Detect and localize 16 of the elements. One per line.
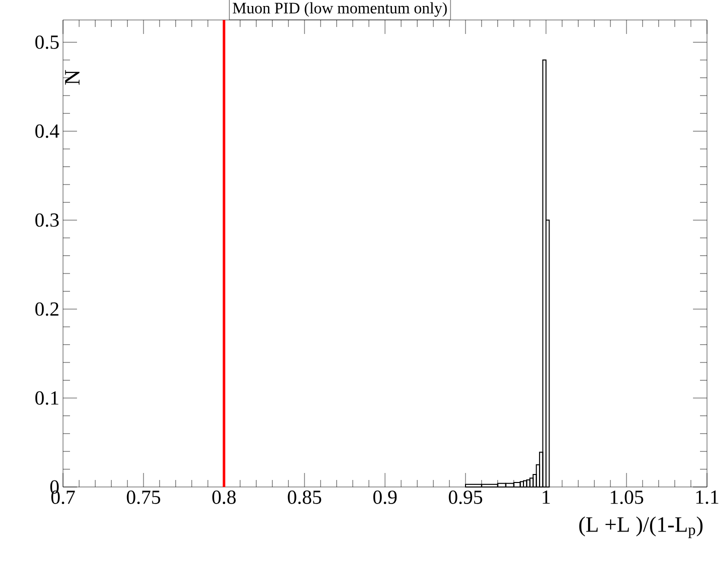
- y-tick-label: 0.4: [35, 124, 60, 138]
- x-tick-label: 1.1: [696, 490, 718, 504]
- y-tick-label: 0.3: [35, 213, 59, 227]
- x-tick-label: 0.85: [288, 490, 322, 504]
- chart-title: Muon PID (low momentum only): [232, 2, 447, 17]
- y-tick-label: 0.2: [35, 302, 58, 316]
- x-tick-label: 1: [542, 490, 550, 504]
- x-axis-title: (L +L )/(1-L$_{p}$): [579, 516, 703, 538]
- y-axis-title: N: [65, 70, 80, 85]
- x-tick-label: 0.75: [126, 490, 160, 504]
- x-tick-label: 0.95: [448, 490, 482, 504]
- x-tick-label: 1.05: [610, 490, 644, 504]
- x-tick-label: 0.8: [212, 490, 236, 504]
- y-tick-label: 0.5: [35, 35, 59, 49]
- y-tick-label: 0.1: [35, 391, 58, 405]
- x-tick-label: 0.9: [373, 490, 397, 504]
